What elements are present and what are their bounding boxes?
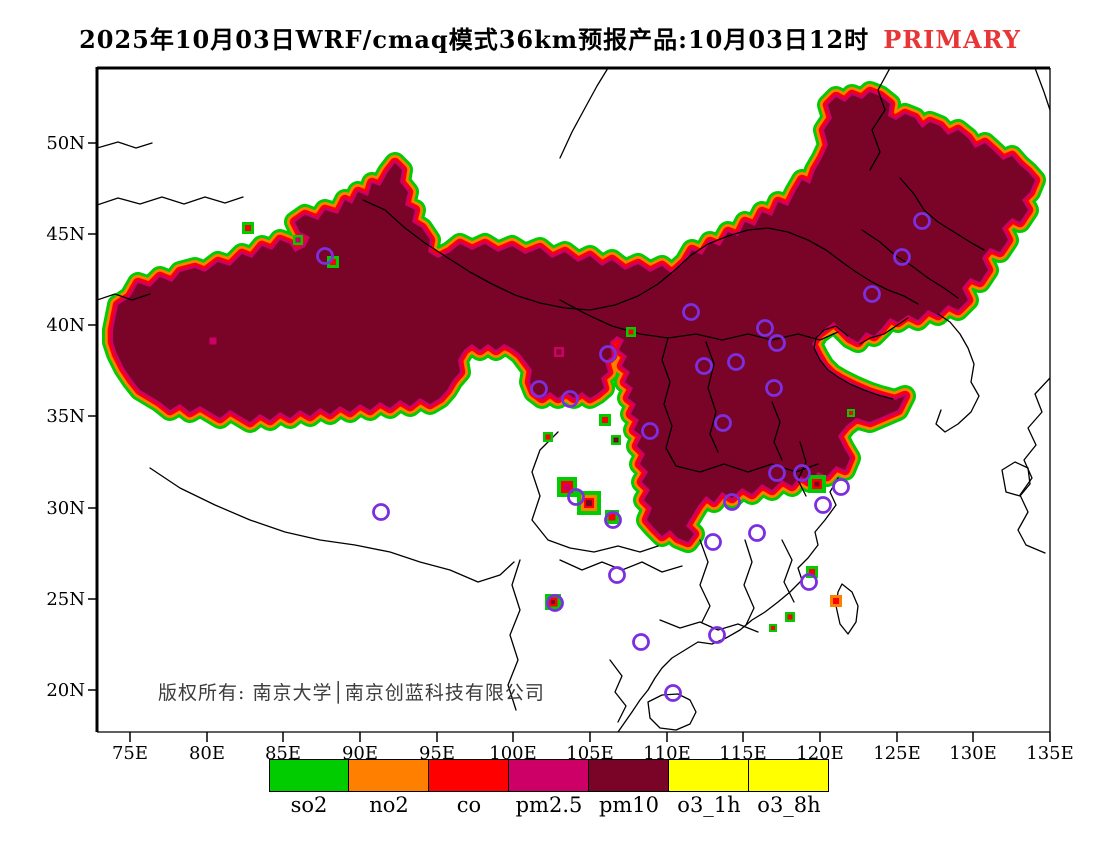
title-main: 2025年10月03日WRF/cmaq模式36km预报产品:10月03日12时 <box>79 25 870 54</box>
legend-label-o3-1h: o3_1h <box>677 793 741 817</box>
city-marker <box>708 626 726 644</box>
legend-label-no2: no2 <box>369 793 409 817</box>
legend-item-no2: no2 <box>348 759 429 817</box>
legend-swatch-o3-1h <box>668 759 749 792</box>
city-marker <box>768 464 786 482</box>
city-marker <box>632 633 650 651</box>
city-marker <box>727 353 745 371</box>
city-marker <box>599 345 617 363</box>
city-marker <box>756 319 774 337</box>
legend-label-o3-8h: o3_8h <box>757 793 821 817</box>
copyright-text: 版权所有: 南京大学│南京创蓝科技有限公司 <box>158 682 545 704</box>
lon-label: 115E <box>719 743 767 764</box>
city-marker <box>664 684 682 702</box>
legend-swatch-no2 <box>348 759 429 792</box>
city-marker <box>567 488 585 506</box>
lon-label: 75E <box>112 743 148 764</box>
city-marker <box>913 212 931 230</box>
lon-label: 85E <box>265 743 301 764</box>
legend-swatch-co <box>428 759 509 792</box>
lon-label: 95E <box>419 743 455 764</box>
lon-axis-labels: 75E 80E 85E 90E 95E 100E 105E 110E 115E … <box>112 743 1074 764</box>
page-title: 2025年10月03日WRF/cmaq模式36km预报产品:10月03日12时 P… <box>0 20 1100 55</box>
city-marker <box>814 496 832 514</box>
city-marker <box>604 511 622 529</box>
legend-swatch-pm10 <box>588 759 669 792</box>
city-marker <box>641 422 659 440</box>
legend-swatch-o3-8h <box>748 759 829 792</box>
city-marker <box>893 248 911 266</box>
legend-label-co: co <box>456 793 482 817</box>
pollutant-patches <box>209 222 855 632</box>
map-frame <box>95 66 1051 733</box>
legend-item-so2: so2 <box>269 759 349 816</box>
legend-swatch-pm25 <box>508 759 589 792</box>
legend-item-pm10: pm10 <box>588 759 669 817</box>
city-marker <box>546 594 564 612</box>
city-markers <box>316 212 931 702</box>
lon-label: 80E <box>189 743 225 764</box>
city-marker <box>714 414 732 432</box>
lat-label: 40N <box>46 315 85 336</box>
title-primary-pollutant: PRIMARY <box>883 25 1021 54</box>
lat-label: 45N <box>46 224 85 245</box>
city-marker <box>561 390 579 408</box>
pm10-region <box>113 92 1035 542</box>
axis-ticks <box>88 142 1051 742</box>
city-marker <box>800 573 818 591</box>
legend-item-o3-8h: o3_8h <box>748 759 829 817</box>
city-marker <box>863 285 881 303</box>
lon-label: 130E <box>949 743 997 764</box>
city-marker <box>316 247 334 265</box>
pm10-core-fill <box>113 92 1035 542</box>
city-marker <box>832 478 850 496</box>
city-marker <box>372 503 390 521</box>
city-marker <box>748 524 766 542</box>
lon-label: 110E <box>643 743 691 764</box>
lon-label: 90E <box>342 743 378 764</box>
city-marker <box>608 566 626 584</box>
city-marker <box>704 533 722 551</box>
city-marker <box>723 493 741 511</box>
boundary-lines <box>97 68 1050 732</box>
lat-axis-labels: 50N 45N 40N 35N 30N 25N 20N <box>46 133 85 701</box>
legend-label-so2: so2 <box>290 793 328 817</box>
lat-label: 20N <box>46 680 85 701</box>
lon-label: 120E <box>796 743 844 764</box>
pollutant-legend: so2 no2 co pm2.5 pm10 o3_1h o3_8h <box>269 759 829 816</box>
lon-label: 100E <box>489 743 537 764</box>
legend-label-pm25: pm2.5 <box>515 793 583 817</box>
lat-label: 25N <box>46 589 85 610</box>
lon-label: 105E <box>566 743 614 764</box>
city-marker <box>682 303 700 321</box>
legend-label-pm10: pm10 <box>598 793 660 817</box>
legend-item-co: co <box>428 759 509 817</box>
lon-label: 125E <box>873 743 921 764</box>
legend-item-pm25: pm2.5 <box>508 759 589 817</box>
city-marker <box>695 357 713 375</box>
legend-swatch-so2 <box>269 759 349 792</box>
lon-label: 135E <box>1026 743 1074 764</box>
city-marker <box>765 379 783 397</box>
city-marker <box>793 464 811 482</box>
city-marker <box>530 380 548 398</box>
legend-item-o3-1h: o3_1h <box>668 759 749 817</box>
lat-label: 50N <box>46 133 85 154</box>
city-marker <box>768 334 786 352</box>
lat-label: 30N <box>46 498 85 519</box>
lat-label: 35N <box>46 406 85 427</box>
